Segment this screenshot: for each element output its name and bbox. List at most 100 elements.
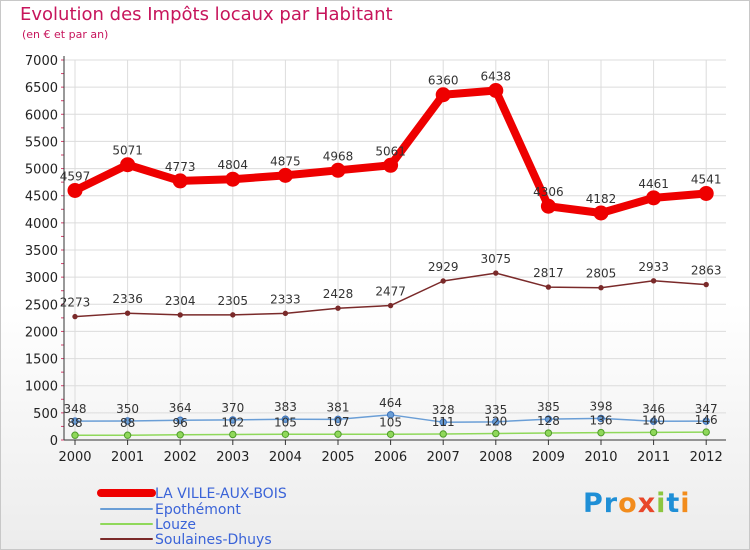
data-label: 4804 [218, 158, 249, 172]
y-tick-label: 0 [50, 434, 58, 449]
x-tick-label: 2004 [269, 450, 302, 465]
logo-letter: t [666, 488, 681, 519]
x-tick-label: 2005 [321, 450, 354, 465]
data-label: 383 [274, 400, 297, 414]
x-tick-label: 2011 [637, 450, 670, 465]
data-label: 4306 [533, 185, 564, 199]
x-tick-label: 2001 [111, 450, 144, 465]
data-point [545, 284, 552, 290]
data-point [593, 205, 609, 221]
data-label: 335 [484, 403, 507, 417]
data-point [335, 305, 341, 311]
data-label: 4461 [638, 177, 669, 191]
data-point [439, 418, 447, 426]
data-point [177, 312, 183, 318]
data-point [386, 411, 395, 419]
x-tick-label: 2003 [216, 450, 249, 465]
data-point [67, 182, 83, 198]
y-tick-label: 3500 [25, 244, 58, 259]
data-point [649, 417, 658, 425]
data-label: 5061 [375, 144, 406, 158]
logo-letter: o [618, 488, 638, 519]
x-tick-label: 2007 [427, 450, 460, 465]
data-label: 2305 [218, 294, 249, 308]
logo-letter: i [680, 488, 691, 519]
data-point [488, 83, 504, 99]
data-label: 146 [695, 413, 718, 427]
data-point [330, 162, 346, 178]
data-point [334, 415, 342, 424]
data-label: 464 [379, 396, 402, 410]
data-label: 2929 [428, 260, 459, 274]
chart-title: Evolution des Impôts locaux par Habitant [20, 4, 393, 25]
y-tick-label: 3000 [25, 271, 58, 286]
data-point [650, 278, 657, 284]
data-point [492, 429, 500, 438]
data-point [120, 157, 136, 173]
data-label: 111 [432, 415, 455, 429]
y-tick-label: 4000 [25, 217, 58, 232]
data-point [334, 430, 342, 438]
legend-label: Soulaines-Dhuys [155, 532, 272, 548]
data-label: 2336 [112, 292, 143, 306]
data-label: 140 [642, 413, 665, 427]
data-label: 6438 [481, 70, 512, 84]
data-label: 350 [116, 402, 139, 416]
data-label: 2428 [323, 287, 354, 301]
y-tick-label: 500 [33, 407, 58, 422]
data-label: 2273 [60, 296, 91, 310]
data-point [225, 171, 241, 187]
data-label: 2817 [533, 266, 564, 280]
y-tick-label: 6000 [25, 108, 58, 123]
data-point [383, 157, 399, 173]
x-tick-label: 2009 [532, 450, 565, 465]
data-point [229, 416, 237, 424]
data-point [123, 417, 132, 425]
data-label: 398 [590, 399, 613, 413]
data-label: 105 [379, 415, 402, 429]
data-label: 385 [537, 400, 560, 414]
data-point [544, 415, 553, 423]
data-point [440, 278, 446, 284]
data-label: 105 [274, 415, 297, 429]
data-label: 364 [169, 401, 192, 415]
x-tick-label: 2002 [164, 450, 197, 465]
data-point [646, 190, 662, 206]
data-label: 4597 [60, 169, 91, 183]
x-tick-label: 2008 [479, 450, 512, 465]
data-label: 2805 [586, 267, 617, 281]
data-label: 4541 [691, 172, 722, 186]
data-point [176, 431, 184, 439]
x-tick-label: 2000 [58, 450, 91, 465]
data-point [703, 281, 709, 288]
logo-letter: x [637, 488, 657, 519]
data-point [124, 310, 131, 316]
data-label: 6360 [428, 74, 459, 88]
data-point [386, 430, 395, 438]
data-label: 2333 [270, 292, 301, 306]
y-tick-label: 1500 [25, 353, 58, 368]
data-label: 346 [642, 402, 665, 416]
data-label: 4182 [586, 192, 617, 206]
data-label: 96 [173, 416, 188, 430]
data-point [281, 415, 290, 423]
y-tick-label: 6500 [25, 81, 58, 96]
data-label: 381 [327, 400, 350, 414]
logo-letter: r [603, 488, 619, 519]
data-point [71, 431, 79, 439]
y-tick-label: 1000 [25, 380, 58, 395]
data-label: 4875 [270, 154, 301, 168]
data-label: 136 [590, 414, 613, 428]
data-point [492, 418, 500, 426]
data-label: 4968 [323, 149, 354, 163]
data-point [649, 428, 658, 437]
data-point [123, 431, 132, 439]
data-point [176, 416, 184, 424]
data-point [277, 167, 293, 183]
data-label: 128 [537, 414, 560, 428]
data-label: 5071 [112, 144, 143, 158]
x-tick-label: 2006 [374, 450, 407, 465]
data-point [439, 430, 447, 438]
